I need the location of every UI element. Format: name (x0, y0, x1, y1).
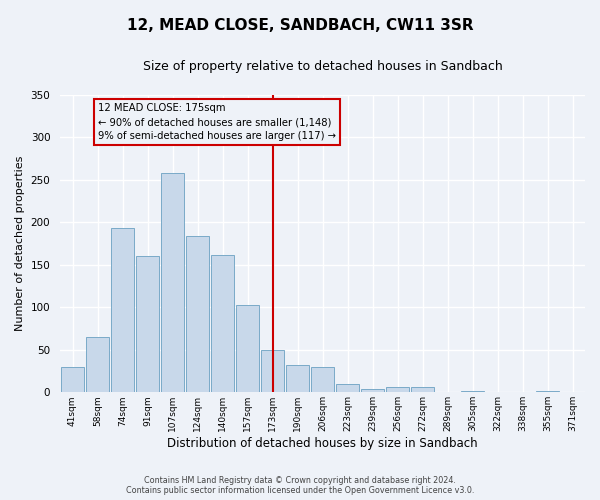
Bar (236, 305, 259, 392)
Bar (185, 236, 209, 392)
Bar (161, 173, 184, 392)
Bar (286, 365, 310, 392)
Text: Contains HM Land Registry data © Crown copyright and database right 2024.
Contai: Contains HM Land Registry data © Crown c… (126, 476, 474, 495)
Bar (361, 389, 385, 392)
Bar (386, 387, 409, 392)
Y-axis label: Number of detached properties: Number of detached properties (15, 156, 25, 332)
Bar (61, 367, 85, 392)
Text: 12 MEAD CLOSE: 175sqm
← 90% of detached houses are smaller (1,148)
9% of semi-de: 12 MEAD CLOSE: 175sqm ← 90% of detached … (98, 104, 335, 142)
Bar (86, 337, 109, 392)
Bar (410, 387, 434, 392)
Bar (311, 367, 334, 392)
Bar (260, 350, 284, 393)
Bar (536, 390, 559, 392)
Title: Size of property relative to detached houses in Sandbach: Size of property relative to detached ho… (143, 60, 502, 73)
Bar (211, 254, 235, 392)
Text: 12, MEAD CLOSE, SANDBACH, CW11 3SR: 12, MEAD CLOSE, SANDBACH, CW11 3SR (127, 18, 473, 32)
Bar (136, 256, 160, 392)
Bar (110, 228, 134, 392)
Bar (335, 384, 359, 392)
X-axis label: Distribution of detached houses by size in Sandbach: Distribution of detached houses by size … (167, 437, 478, 450)
